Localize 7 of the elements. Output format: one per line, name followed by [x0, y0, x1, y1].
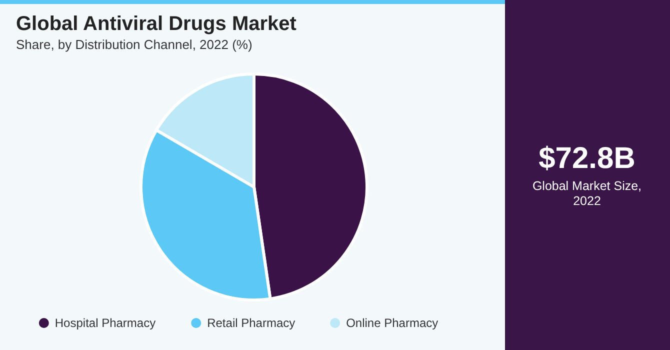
text: Global Market Size, 2022: [532, 179, 642, 208]
legend-label: Hospital Pharmacy: [54, 316, 156, 330]
legend-label: Retail Pharmacy: [207, 316, 296, 330]
chart-subtitle: Share, by Distribution Channel, 2022 (%): [16, 37, 252, 52]
chart-title: Global Antiviral Drugs Market: [16, 13, 297, 35]
text: $72.8B: [538, 142, 636, 175]
legend-label: Online Pharmacy: [346, 316, 438, 330]
